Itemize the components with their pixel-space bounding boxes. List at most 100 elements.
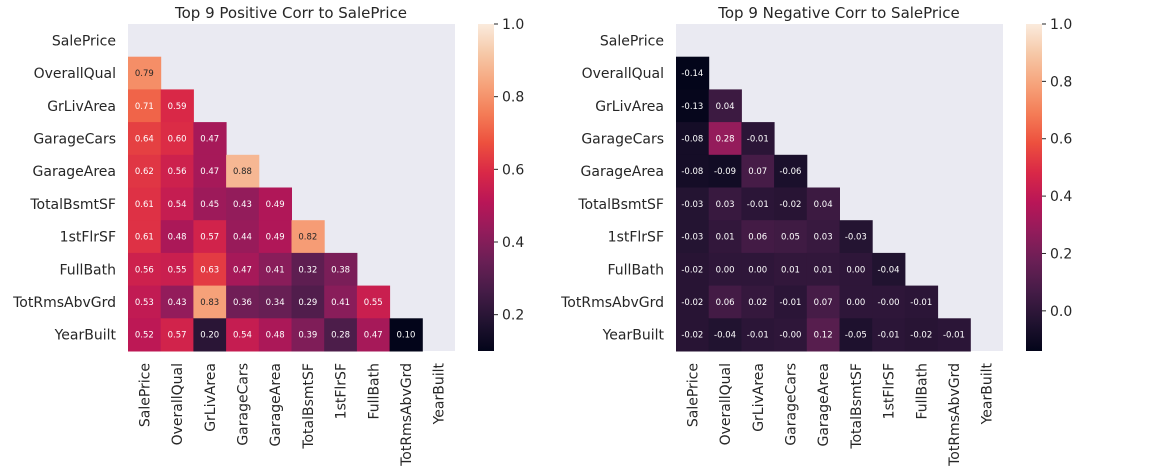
neg-heatmap-cell [708,89,742,123]
neg-heatmap-cell [741,187,775,221]
neg-y-tick-label: YearBuilt [602,328,665,344]
neg-heatmap-cell [806,318,840,352]
pos-y-tick-label: OverallQual [34,66,116,82]
neg-colorbar-tick-label: 0.0 [1050,304,1072,320]
neg-cell-annotation: -0.02 [681,331,703,341]
neg-cell-annotation: -0.04 [714,331,736,341]
neg-cell-annotation: 0.04 [716,102,735,112]
pos-x-tick-label: FullBath [366,363,382,420]
pos-heatmap-cell [160,89,194,123]
neg-heatmap-cell [872,318,906,352]
pos-heatmap-cell [128,187,162,221]
pos-colorbar [478,24,494,351]
pos-cell-annotation: 0.43 [233,200,252,210]
neg-heatmap-cell [741,122,775,156]
pos-heatmap-cell [193,285,227,319]
pos-heatmap-cell [128,285,162,319]
neg-heatmap-cell [676,252,710,287]
neg-cell-annotation: -0.01 [747,200,769,210]
pos-heatmap-cell [324,285,358,319]
pos-heatmap-cell [258,187,292,221]
pos-y-tick-label: YearBuilt [54,328,117,344]
neg-cell-annotation: -0.08 [681,134,703,144]
neg-colorbar [1026,24,1042,351]
pos-heatmap-cell [128,154,162,188]
pos-cell-annotation: 0.56 [168,167,187,177]
pos-cell-annotation: 0.71 [135,102,154,112]
pos-heatmap-cell [160,252,194,287]
neg-cell-annotation: 0.07 [748,167,767,177]
neg-cell-annotation: -0.02 [681,298,703,308]
pos-cell-annotation: 0.60 [168,134,187,144]
pos-colorbar-tick-label: 0.2 [502,308,524,324]
neg-cell-annotation: 0.03 [716,200,735,210]
neg-y-tick-label: GrLivArea [595,99,664,115]
pos-heatmap-cell [160,122,194,156]
neg-cell-annotation: 0.00 [846,265,865,275]
pos-heatmap-cell [226,154,260,188]
pos-cell-annotation: 0.55 [168,265,187,275]
neg-cell-annotation: 0.06 [748,233,767,243]
neg-y-tick-label: FullBath [608,262,665,278]
neg-heatmap-cell [774,252,808,287]
neg-x-tick-label: TotalBsmtSF [849,363,865,450]
neg-cell-annotation: 0.12 [814,331,833,341]
neg-heatmap-cell [872,285,906,319]
neg-heatmap-cell [774,154,808,188]
neg-cell-annotation: -0.02 [910,331,932,341]
neg-cell-annotation: 0.01 [781,265,800,275]
neg-cell-annotation: -0.01 [747,331,769,341]
neg-heatmap-cell [741,154,775,188]
pos-heatmap-cell [291,220,325,254]
pos-y-tick-label: TotRmsAbvGrd [12,295,116,311]
pos-cell-annotation: 0.62 [135,167,154,177]
neg-heatmap-cell [839,285,873,319]
pos-cell-annotation: 0.48 [168,233,187,243]
neg-heatmap-cell [676,56,710,90]
pos-cell-annotation: 0.61 [135,233,154,243]
pos-heatmap-cell [160,187,194,221]
neg-cell-annotation: -0.05 [845,331,867,341]
neg-heatmap-cell [676,122,710,156]
pos-heatmap-cell [128,89,162,123]
neg-heatmap-cell [806,220,840,254]
neg-cell-annotation: -0.08 [681,167,703,177]
neg-heatmap-cell [708,154,742,188]
pos-heatmap-cell [128,220,162,254]
neg-cell-annotation: 0.04 [814,200,833,210]
pos-heatmap-cell [324,252,358,287]
neg-heatmap-cell [872,252,906,287]
neg-cell-annotation: -0.03 [845,233,867,243]
neg-cell-annotation: -0.00 [878,298,900,308]
neg-x-tick-label: GarageCars [783,363,799,446]
pos-cell-annotation: 0.79 [135,69,154,79]
neg-y-tick-label: SalePrice [600,33,664,49]
neg-heatmap-cell [676,318,710,352]
pos-heatmap-cell [128,122,162,156]
positive-corr-heatmap-panel: Top 9 Positive Corr to SalePrice 0.79 0.7… [12,4,524,467]
pos-heatmap-cell [128,56,162,90]
pos-heatmap-cell [226,318,260,352]
pos-cell-annotation: 0.49 [266,233,285,243]
neg-heatmap-cell [708,220,742,254]
pos-cell-annotation: 0.10 [396,331,415,341]
pos-cell-annotation: 0.38 [331,265,350,275]
pos-cell-annotation: 0.45 [200,200,219,210]
neg-cell-annotation: 0.01 [814,265,833,275]
neg-heatmap-cell [839,220,873,254]
pos-heatmap-cell [193,252,227,287]
neg-x-tick-label: OverallQual [718,363,734,445]
pos-heatmap-cell [324,318,358,352]
neg-heatmap-cell [806,285,840,319]
neg-colorbar-tick-label: 0.6 [1050,132,1072,148]
pos-heatmap-cell [160,154,194,188]
neg-cell-annotation: -0.13 [681,102,703,112]
pos-colorbar-tick-label: 1.0 [502,17,524,33]
neg-cell-annotation: -0.14 [681,69,703,79]
neg-heatmap-cell [708,122,742,156]
pos-x-tick-label: TotalBsmtSF [301,363,317,450]
pos-cell-annotation: 0.82 [298,233,317,243]
neg-cell-annotation: -0.01 [779,298,801,308]
pos-cell-annotation: 0.63 [200,265,219,275]
pos-x-tick-label: GarageCars [235,363,251,446]
